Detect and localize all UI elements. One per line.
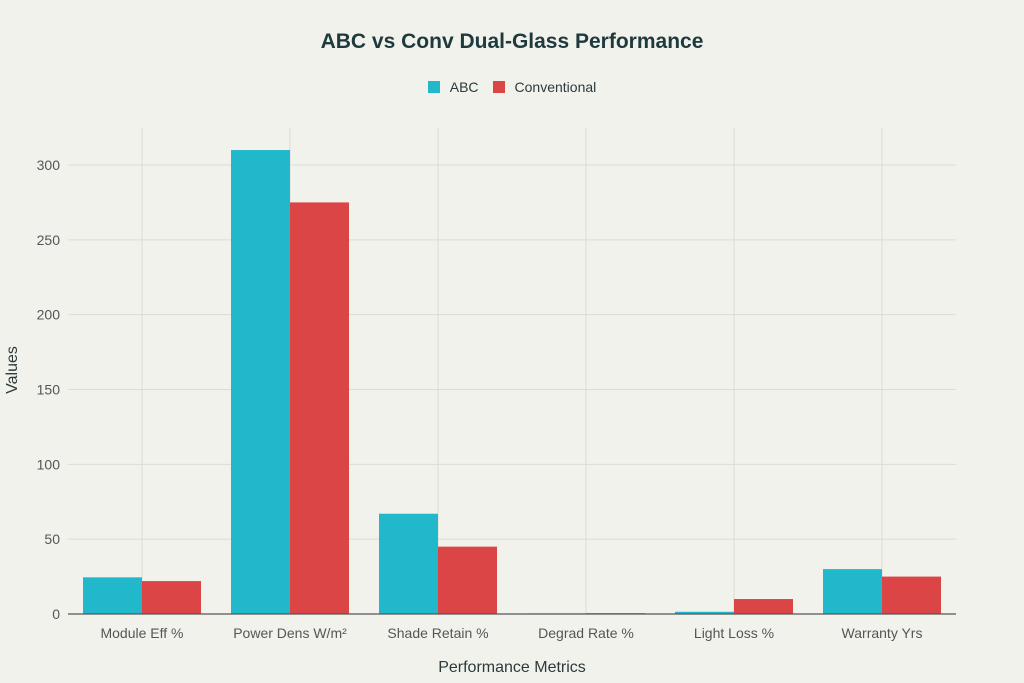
legend-item-abc[interactable]: ABC [427, 79, 479, 95]
bar-conventional-1 [290, 202, 349, 614]
bar-abc-4 [675, 611, 734, 614]
bar-abc-1 [231, 150, 290, 615]
bar-abc-0 [83, 577, 142, 614]
legend-swatch-abc [427, 81, 440, 93]
bar-conventional-0 [142, 581, 201, 614]
chart-title: ABC vs Conv Dual-Glass Performance [320, 30, 704, 53]
legend-label-abc: ABC [449, 79, 479, 95]
y-tick-label: 100 [37, 456, 61, 472]
y-tick-label: 200 [37, 307, 61, 323]
legend-label-conventional: Conventional [514, 79, 597, 95]
x-axis-title: Performance Metrics [438, 659, 586, 676]
bar-conventional-5 [882, 576, 941, 614]
y-tick-label: 150 [37, 382, 61, 398]
bar-conventional-4 [734, 599, 793, 614]
bar-abc-5 [823, 569, 882, 614]
bar-abc-2 [379, 513, 438, 614]
y-tick-label: 50 [44, 531, 60, 547]
legend-item-conventional[interactable]: Conventional [492, 79, 597, 95]
x-tick-label: Degrad Rate % [538, 625, 634, 641]
x-tick-label: Shade Retain % [387, 625, 488, 641]
y-tick-label: 300 [37, 157, 61, 173]
bar-conventional-2 [438, 546, 497, 614]
legend: ABC Conventional [0, 79, 1024, 95]
x-tick-label: Warranty Yrs [842, 625, 923, 641]
x-tick-label: Light Loss % [694, 625, 774, 641]
legend-swatch-conventional [492, 81, 505, 93]
y-tick-label: 0 [52, 606, 60, 622]
x-tick-label: Power Dens W/m² [233, 625, 347, 641]
y-axis-title: Values [4, 346, 21, 394]
x-tick-label: Module Eff % [100, 625, 183, 641]
y-tick-label: 250 [37, 232, 61, 248]
